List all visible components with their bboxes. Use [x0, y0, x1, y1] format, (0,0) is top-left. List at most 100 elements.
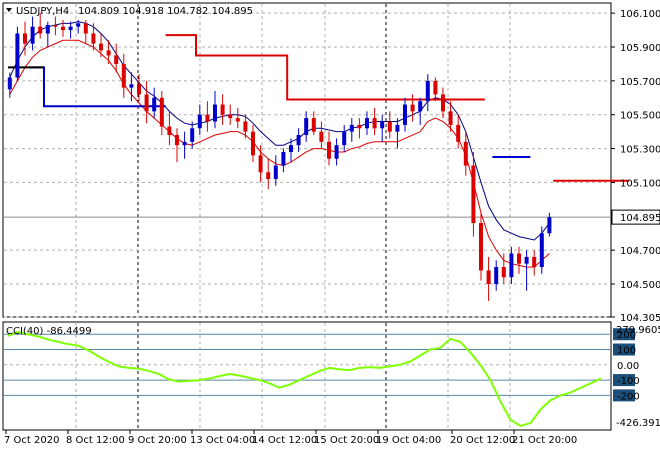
cci-min-label: -426.3919: [616, 418, 660, 429]
candle-body: [91, 33, 96, 44]
candle-body: [53, 25, 58, 27]
price-tick-label: 105.700: [620, 77, 660, 88]
candle-body: [273, 165, 278, 180]
envelope-upper-line: [9, 21, 550, 241]
candle-body: [372, 118, 377, 129]
cci-level-box: [613, 343, 635, 356]
cci-level-box: [613, 374, 635, 387]
candle-body: [357, 124, 362, 129]
candle-body: [99, 43, 103, 51]
candle-body: [433, 80, 438, 95]
candle-body: [182, 141, 187, 146]
candle-body: [175, 135, 179, 146]
candle-body: [76, 23, 81, 27]
candle-body: [15, 33, 20, 78]
cci-line: [7, 330, 602, 428]
cci-level-label: -100: [617, 376, 640, 387]
candle-body: [441, 94, 445, 112]
candle-body: [410, 104, 415, 112]
time-tick-label: 14 Oct 12:00: [252, 435, 317, 446]
candle-body: [486, 270, 491, 284]
candlesticks: [7, 13, 552, 301]
candle-body: [501, 267, 506, 278]
candle-body: [509, 253, 514, 278]
cci-levels: 200 100 0.00 -100 -200: [4, 328, 640, 402]
candle-body: [45, 25, 50, 34]
candle-body: [532, 256, 537, 268]
cci-series-line: [7, 330, 602, 428]
candle-body: [380, 121, 385, 129]
candle-body: [327, 141, 331, 159]
candle-body: [83, 23, 88, 34]
time-tick-label: 21 Oct 20:00: [512, 435, 577, 446]
candle-body: [266, 172, 271, 180]
candle-body: [547, 217, 552, 234]
cci-level-label: 200: [617, 330, 636, 341]
candle-body: [68, 26, 73, 31]
price-tick-label: 104.500: [620, 280, 660, 291]
candle-body: [220, 104, 225, 115]
candle-body: [251, 131, 255, 156]
candle-body: [129, 84, 134, 88]
step-lines: [8, 34, 630, 182]
price-tick-label: 105.500: [620, 111, 660, 122]
time-tick-label: 15 Oct 20:00: [314, 435, 379, 446]
price-tick-label: 105.300: [620, 145, 660, 156]
candle-body: [403, 104, 407, 125]
candle-body: [395, 124, 400, 132]
cci-level-label: 100: [617, 346, 636, 357]
time-axis: 7 Oct 2020 8 Oct 12:00 9 Oct 20:00 13 Oct 0…: [4, 430, 577, 446]
symbol-label: USDJPY,H4: [16, 6, 69, 17]
candle-body: [319, 131, 324, 142]
time-tick-label: 13 Oct 04:00: [190, 435, 255, 446]
candle-body: [61, 26, 65, 31]
candle-body: [448, 111, 453, 125]
candle-body: [7, 77, 12, 90]
dropdown-triangle-icon[interactable]: [6, 8, 12, 12]
candle-body: [30, 26, 35, 44]
price-axis: 106.100 105.900 105.700 105.500 105.300 105.1…: [611, 9, 660, 324]
cci-level-label: 0.00: [617, 361, 639, 372]
price-tick-label: 106.100: [620, 9, 660, 20]
candle-body: [334, 145, 339, 159]
candle-body: [296, 135, 301, 146]
candle-body: [463, 141, 468, 166]
candle-body: [494, 267, 499, 284]
candle-body: [213, 104, 217, 122]
candle-body: [425, 80, 430, 102]
candle-body: [258, 155, 263, 173]
candle-body: [387, 121, 392, 132]
time-tick-label: 19 Oct 04:00: [376, 435, 441, 446]
cci-level-label: -200: [617, 391, 640, 402]
candle-body: [281, 151, 286, 166]
candle-body: [159, 97, 164, 127]
candle-body: [121, 63, 126, 88]
candle-body: [205, 114, 210, 122]
candle-body: [311, 118, 316, 132]
candle-body: [365, 118, 369, 129]
candle-body: [456, 124, 461, 142]
ohlc-label: 104.809 104.918 104.782 104.895: [78, 6, 253, 17]
price-tick-label: 105.900: [620, 43, 660, 54]
grid: [4, 4, 611, 429]
candle-body: [228, 114, 233, 119]
price-tick-label: 104.700: [620, 246, 660, 257]
candle-body: [524, 256, 529, 264]
candle-body: [304, 118, 309, 136]
candle-body: [38, 26, 43, 34]
price-tick-label: 105.100: [620, 178, 660, 189]
candle-body: [289, 145, 293, 152]
cci-label: CCI(40) -86.4499: [6, 326, 92, 337]
cci-max-label: 279.9605: [616, 325, 660, 336]
candle-body: [114, 55, 119, 64]
time-tick-label: 20 Oct 12:00: [450, 435, 515, 446]
candle-body: [106, 50, 111, 56]
candle-body: [418, 101, 423, 112]
cci-level-box: [613, 328, 635, 341]
candle-body: [471, 165, 476, 224]
candle-body: [539, 233, 544, 268]
price-panel[interactable]: [2, 2, 612, 318]
candle-body: [144, 94, 149, 112]
candle-body: [517, 253, 521, 264]
